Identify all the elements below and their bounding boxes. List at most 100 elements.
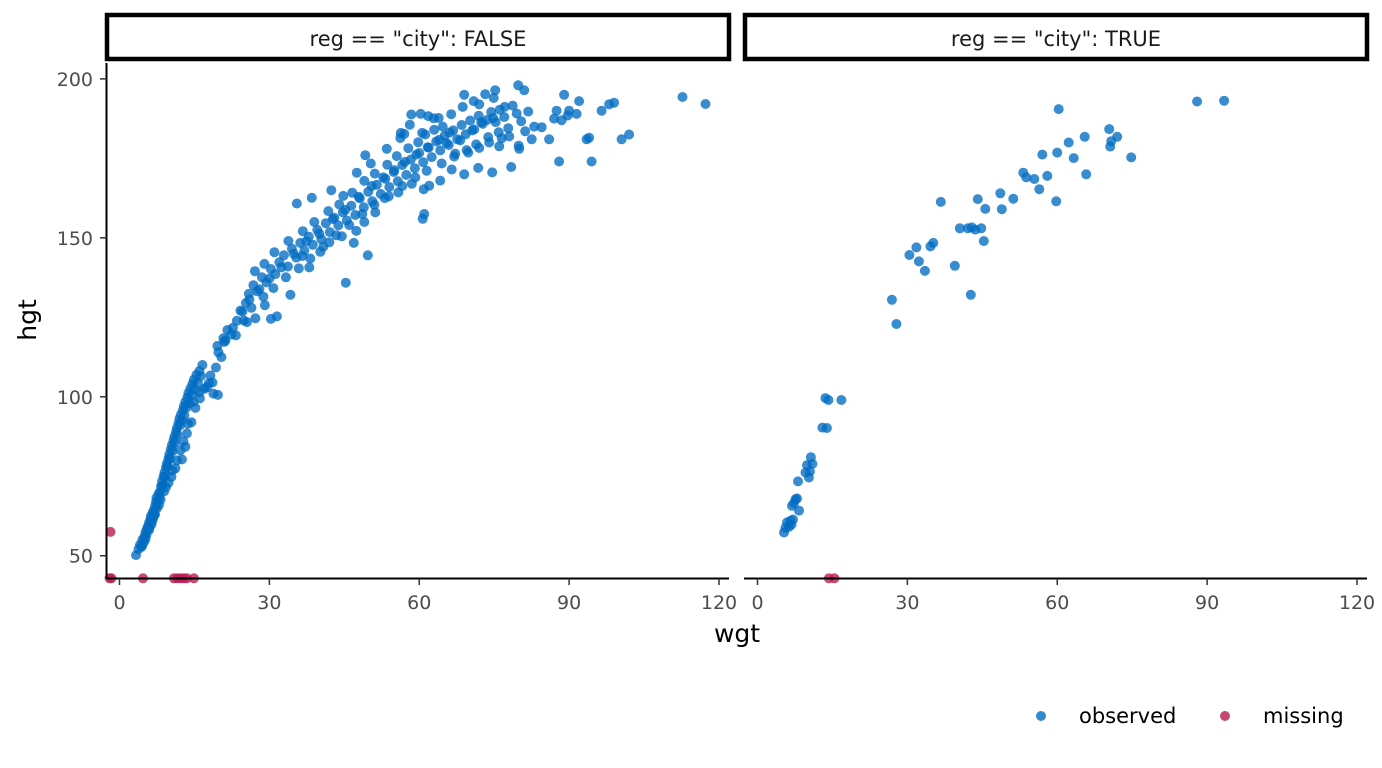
observed-point (336, 231, 347, 242)
observed-point (227, 322, 238, 333)
observed-point (435, 145, 446, 156)
observed-point (348, 237, 359, 248)
observed-point (167, 446, 178, 457)
observed-point (506, 162, 517, 172)
observed-point (415, 108, 426, 119)
observed-point (421, 165, 432, 176)
observed-point (1053, 104, 1064, 115)
observed-point (441, 138, 452, 149)
observed-point (677, 92, 688, 102)
panel-reg-city-false: reg == "city": FALSE 0 30 60 90 120 50 100 150… (57, 12, 737, 614)
observed-point (268, 283, 279, 294)
observed-point (148, 513, 158, 524)
observed-point (904, 250, 915, 260)
legend-missing-dot (1220, 711, 1230, 721)
observed-point (259, 258, 270, 269)
observed-point (804, 466, 815, 477)
observed-point (978, 236, 989, 246)
observed-point (559, 89, 570, 100)
observed-point (359, 217, 370, 227)
observed-point (1052, 147, 1063, 158)
observed-point (324, 237, 335, 248)
observed-point (406, 178, 417, 189)
observed-point (511, 108, 522, 119)
observed-point (258, 291, 269, 302)
y-tick-label: 100 (57, 387, 93, 409)
observed-point (369, 199, 380, 210)
observed-point (911, 242, 922, 253)
observed-point (436, 158, 447, 169)
observed-point (474, 99, 485, 110)
observed-point (259, 300, 270, 311)
observed-point (201, 382, 212, 393)
observed-point (315, 246, 326, 257)
observed-point (1021, 172, 1032, 183)
observed-point (434, 134, 445, 145)
x-axis-title: wgt (714, 619, 760, 648)
observed-point (503, 123, 514, 134)
x-ticks-true: 0 30 60 90 120 (751, 578, 1375, 614)
observed-point (188, 396, 199, 407)
observed-point (836, 395, 847, 405)
observed-point (1081, 169, 1092, 180)
observed-point (980, 203, 991, 214)
observed-point (327, 214, 338, 225)
strip-box-false (104, 12, 732, 62)
strip-label-true: reg == "city": TRUE (951, 27, 1161, 51)
strip-label-false: reg == "city": FALSE (310, 27, 527, 51)
observed-point (249, 266, 260, 277)
observed-point (919, 265, 930, 276)
observed-point (429, 124, 440, 135)
observed-point (379, 193, 390, 204)
observed-point (304, 262, 315, 273)
observed-point (176, 454, 187, 465)
observed-point (423, 142, 434, 153)
y-tick-label: 150 (57, 228, 93, 250)
observed-point (357, 209, 368, 219)
observed-point (161, 482, 171, 493)
observed-point (928, 237, 939, 248)
observed-point (370, 207, 381, 218)
legend-missing-label: missing (1263, 704, 1344, 728)
observed-point (823, 395, 834, 405)
observed-point (465, 115, 476, 126)
observed-point (514, 143, 525, 154)
observed-point (1112, 131, 1123, 142)
observed-point (181, 428, 192, 439)
observed-point (891, 319, 902, 329)
observed-point (457, 101, 468, 112)
observed-point (437, 121, 448, 132)
observed-point (1063, 137, 1074, 148)
observed-point (1104, 124, 1115, 135)
observed-point (499, 101, 510, 112)
observed-point (484, 137, 495, 148)
panel-false-points (104, 80, 711, 584)
observed-point (516, 116, 527, 127)
observed-point (499, 112, 510, 122)
observed-point (152, 503, 162, 514)
observed-point (269, 247, 280, 258)
observed-point (886, 294, 897, 305)
observed-point (700, 99, 711, 109)
legend: observed missing (1036, 704, 1344, 728)
observed-point (523, 106, 534, 117)
x-tick-label: 90 (557, 592, 581, 614)
missing-point (105, 526, 116, 537)
observed-point (213, 347, 224, 358)
observed-point (338, 190, 349, 201)
observed-point (1008, 193, 1019, 204)
observed-point (244, 294, 255, 305)
observed-point (426, 152, 437, 163)
observed-point (378, 172, 389, 183)
observed-point (459, 169, 470, 180)
observed-point (219, 336, 230, 347)
observed-point (1126, 152, 1137, 163)
observed-point (536, 122, 547, 133)
observed-point (554, 156, 565, 167)
x-tick-label: 30 (895, 592, 919, 614)
observed-point (340, 204, 351, 215)
observed-point (254, 284, 265, 295)
observed-point (459, 89, 470, 100)
observed-point (297, 226, 308, 237)
observed-point (351, 167, 362, 178)
